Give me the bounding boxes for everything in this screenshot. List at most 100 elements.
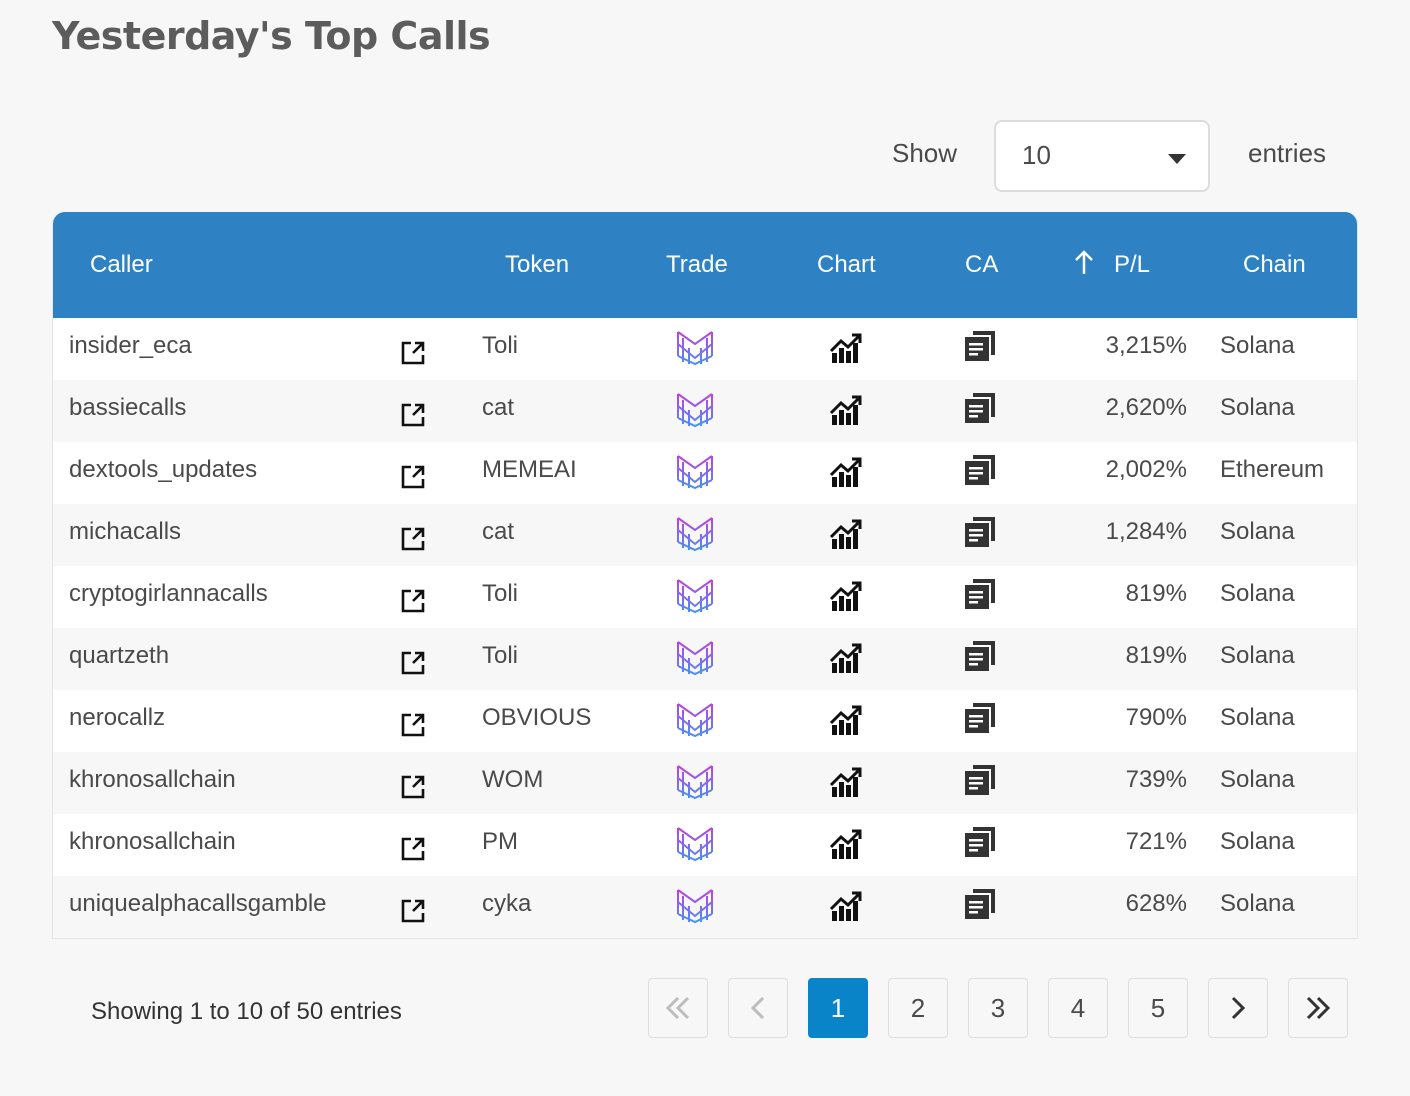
chart-icon[interactable]	[829, 516, 863, 550]
external-link-icon[interactable]	[399, 890, 427, 923]
profit-loss: 790%	[1125, 704, 1187, 731]
arrow-up-icon[interactable]	[1071, 210, 1097, 316]
external-link-icon[interactable]	[399, 456, 427, 489]
table-row: insider_eca Toli 3,215% Solana	[53, 318, 1357, 380]
chevron-left-icon	[750, 996, 765, 1020]
external-link-icon[interactable]	[399, 332, 427, 365]
column-header-chain[interactable]: Chain	[1243, 251, 1306, 278]
trade-icon[interactable]	[675, 638, 715, 676]
copy-contract-icon[interactable]	[963, 762, 997, 796]
column-header-chart[interactable]: Chart	[817, 251, 876, 278]
chart-icon[interactable]	[829, 330, 863, 364]
caller-name: michacalls	[69, 518, 182, 545]
trade-icon[interactable]	[675, 824, 715, 862]
chain-name: Ethereum	[1220, 456, 1325, 483]
trade-icon[interactable]	[675, 700, 715, 738]
copy-contract-icon[interactable]	[963, 824, 997, 858]
external-link-icon[interactable]	[399, 642, 427, 675]
profit-loss: 1,284%	[1105, 518, 1187, 545]
chart-icon[interactable]	[829, 640, 863, 674]
chain-name: Solana	[1220, 580, 1295, 607]
chart-icon[interactable]	[829, 578, 863, 612]
chart-icon[interactable]	[829, 888, 863, 922]
last-page-button[interactable]	[1288, 978, 1348, 1038]
first-page-button[interactable]	[648, 978, 708, 1038]
chart-icon[interactable]	[829, 764, 863, 798]
external-link-icon[interactable]	[399, 394, 427, 427]
page-button-4[interactable]: 4	[1048, 978, 1108, 1038]
table-body: insider_eca Toli 3,215% Solana bassiecalls ca…	[53, 318, 1357, 938]
caller-name: uniquealphacallsgamble	[69, 890, 327, 917]
trade-icon[interactable]	[675, 390, 715, 428]
trade-icon[interactable]	[675, 452, 715, 490]
chart-icon[interactable]	[829, 392, 863, 426]
column-header-pl[interactable]: P/L	[1114, 251, 1151, 278]
caller-name: nerocallz	[69, 704, 166, 731]
caller-name: quartzeth	[69, 642, 170, 669]
caret-down-icon	[1168, 154, 1186, 164]
external-link-icon[interactable]	[399, 704, 427, 737]
column-header-trade[interactable]: Trade	[666, 251, 728, 278]
double-chevron-right-icon	[1306, 996, 1331, 1020]
table-info: Showing 1 to 10 of 50 entries	[91, 998, 402, 1025]
table-row: uniquealphacallsgamble cyka 628% Solana	[53, 876, 1357, 938]
chain-name: Solana	[1220, 766, 1295, 793]
page-button-2[interactable]: 2	[888, 978, 948, 1038]
copy-contract-icon[interactable]	[963, 390, 997, 424]
chain-name: Solana	[1220, 890, 1295, 917]
page-button-1[interactable]: 1	[808, 978, 868, 1038]
copy-contract-icon[interactable]	[963, 514, 997, 548]
token-name: Toli	[482, 580, 519, 607]
entries-per-page-value: 10	[1022, 140, 1051, 170]
chain-name: Solana	[1220, 828, 1295, 855]
trade-icon[interactable]	[675, 886, 715, 924]
page-button-5[interactable]: 5	[1128, 978, 1188, 1038]
token-name: cyka	[482, 890, 532, 917]
external-link-icon[interactable]	[399, 828, 427, 861]
column-header-caller[interactable]: Caller	[90, 251, 153, 278]
external-link-icon[interactable]	[399, 580, 427, 613]
table-row: nerocallz OBVIOUS 790% Solana	[53, 690, 1357, 752]
chain-name: Solana	[1220, 642, 1295, 669]
trade-icon[interactable]	[675, 328, 715, 366]
profit-loss: 739%	[1125, 766, 1187, 793]
page-button-3[interactable]: 3	[968, 978, 1028, 1038]
chart-icon[interactable]	[829, 454, 863, 488]
copy-contract-icon[interactable]	[963, 328, 997, 362]
copy-contract-icon[interactable]	[963, 886, 997, 920]
trade-icon[interactable]	[675, 762, 715, 800]
profit-loss: 819%	[1125, 580, 1187, 607]
trade-icon[interactable]	[675, 514, 715, 552]
chevron-right-icon	[1231, 996, 1246, 1020]
chart-icon[interactable]	[829, 826, 863, 860]
profit-loss: 721%	[1125, 828, 1187, 855]
column-header-ca[interactable]: CA	[965, 251, 999, 278]
double-chevron-left-icon	[665, 996, 690, 1020]
token-name: MEMEAI	[482, 456, 577, 483]
trade-icon[interactable]	[675, 576, 715, 614]
table-row: michacalls cat 1,284% Solana	[53, 504, 1357, 566]
next-page-button[interactable]	[1208, 978, 1268, 1038]
previous-page-button[interactable]	[728, 978, 788, 1038]
chart-icon[interactable]	[829, 702, 863, 736]
copy-contract-icon[interactable]	[963, 576, 997, 610]
token-name: WOM	[482, 766, 544, 793]
table-row: khronosallchain WOM 739% Solana	[53, 752, 1357, 814]
external-link-icon[interactable]	[399, 518, 427, 551]
copy-contract-icon[interactable]	[963, 700, 997, 734]
page-title: Yesterday's Top Calls	[52, 14, 491, 58]
copy-contract-icon[interactable]	[963, 638, 997, 672]
external-link-icon[interactable]	[399, 766, 427, 799]
copy-contract-icon[interactable]	[963, 452, 997, 486]
token-name: Toli	[482, 642, 519, 669]
entries-per-page-select[interactable]: 10	[994, 120, 1210, 192]
profit-loss: 3,215%	[1105, 332, 1187, 359]
token-name: cat	[482, 394, 515, 421]
token-name: OBVIOUS	[482, 704, 592, 731]
profit-loss: 819%	[1125, 642, 1187, 669]
caller-name: cryptogirlannacalls	[69, 580, 268, 607]
show-label: Show	[892, 138, 958, 168]
token-name: cat	[482, 518, 515, 545]
column-header-token[interactable]: Token	[505, 251, 570, 278]
table-row: cryptogirlannacalls Toli 819% Solana	[53, 566, 1357, 628]
